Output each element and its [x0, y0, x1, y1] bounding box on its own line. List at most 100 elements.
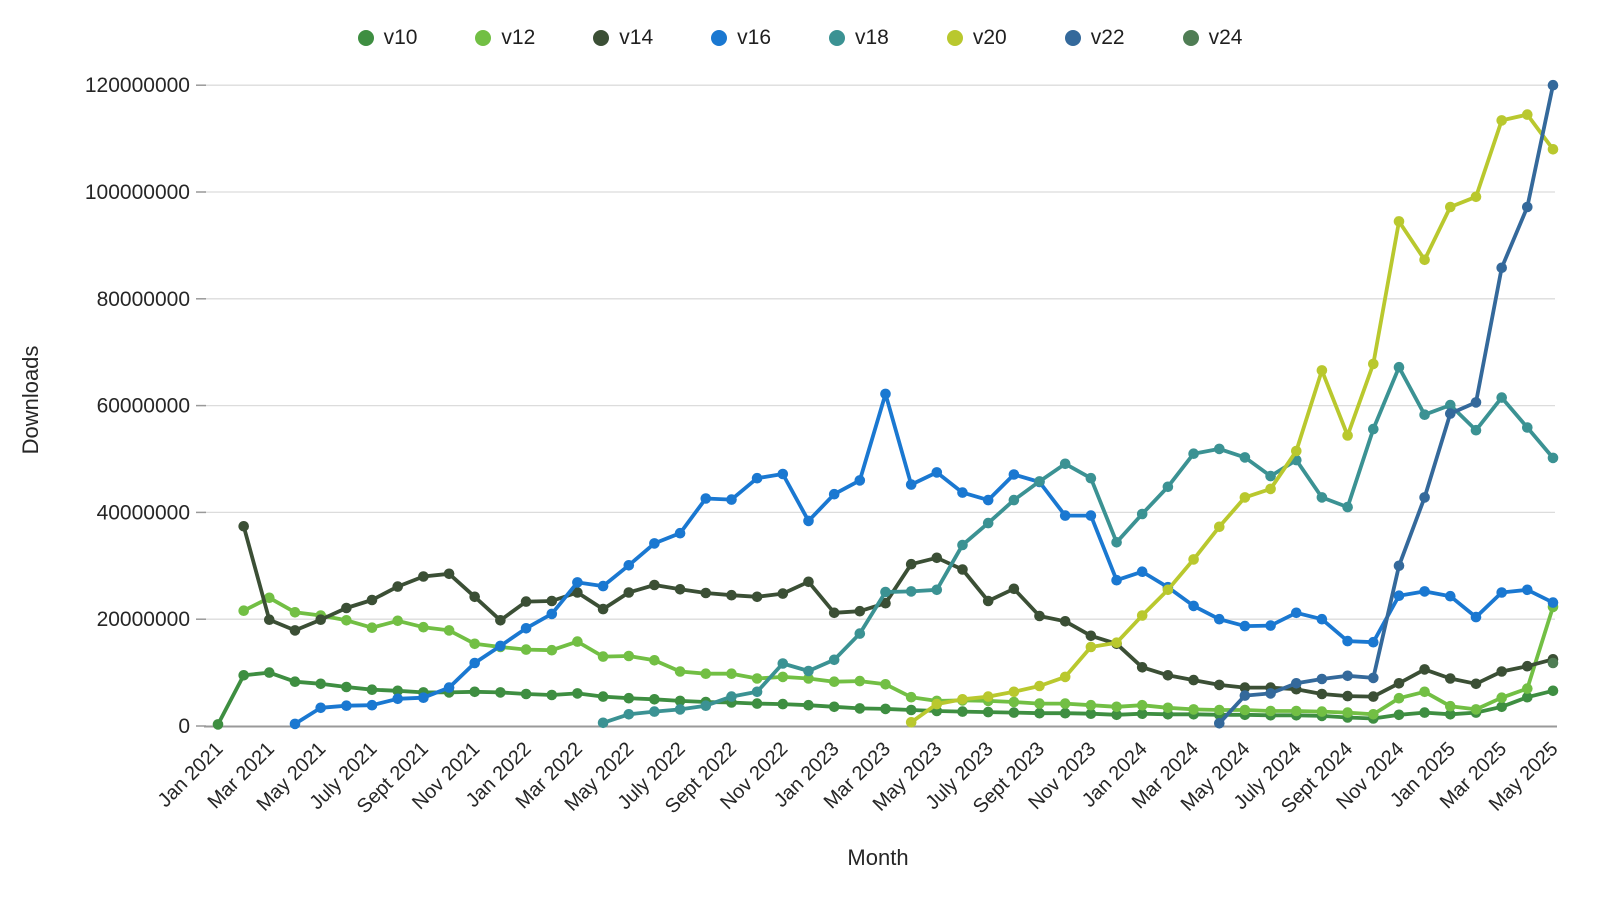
series-line-v16 [293, 392, 1555, 726]
series-point-v20 [1265, 483, 1276, 495]
series-point-v14 [1496, 666, 1507, 677]
series-point-v18 [674, 704, 686, 715]
series-point-v12 [1445, 700, 1456, 712]
series-point-v20 [905, 717, 917, 728]
series-point-v20 [1188, 554, 1199, 565]
series-point-v12 [469, 638, 481, 650]
series-point-v16 [1470, 611, 1482, 623]
series-point-v14 [238, 521, 249, 532]
series-point-v16 [880, 388, 891, 400]
series-point-v12 [341, 615, 352, 626]
series-point-v18 [880, 586, 891, 598]
series-point-v18 [1136, 508, 1148, 520]
y-tick-label: 60000000 [97, 395, 190, 418]
series-point-v12 [1085, 699, 1097, 711]
legend-label-v16: v16 [737, 26, 771, 49]
series-point-v16 [520, 623, 532, 634]
series-point-v12 [392, 615, 404, 627]
series-point-v16 [674, 527, 686, 539]
legend-item-v12[interactable]: v12 [475, 26, 535, 50]
series-point-v12 [1136, 699, 1148, 711]
series-point-v20 [1393, 216, 1405, 227]
series-point-v14 [957, 564, 968, 575]
series-point-v16 [931, 467, 943, 478]
series-point-v18 [1111, 537, 1122, 548]
series-point-v18 [1368, 423, 1379, 435]
series-point-v16 [341, 700, 352, 711]
series-point-v12 [418, 621, 429, 633]
legend-item-v22[interactable]: v22 [1064, 26, 1125, 50]
series-point-v14 [520, 596, 532, 607]
series-point-v14 [289, 625, 301, 636]
series-point-v12 [366, 622, 378, 633]
series-point-v12 [803, 673, 814, 684]
series-point-v16 [1547, 597, 1559, 608]
legend-item-v24[interactable]: v24 [1182, 26, 1242, 50]
series-point-v14 [597, 603, 609, 615]
series-point-v18 [1445, 399, 1456, 411]
series-point-v14 [443, 568, 455, 580]
series-point-v14 [1393, 678, 1405, 689]
series-point-v20 [1522, 109, 1533, 120]
series-point-v10 [828, 701, 840, 713]
series-point-v14 [495, 615, 506, 626]
legend-item-v16[interactable]: v16 [711, 26, 771, 50]
series-point-v10 [315, 678, 327, 690]
series-point-v14 [649, 579, 660, 591]
series-point-v14 [803, 576, 814, 588]
series-point-v16 [700, 493, 712, 504]
series-point-v10 [212, 719, 224, 730]
series-point-v16 [315, 702, 327, 714]
series-point-v18 [597, 717, 609, 729]
series-point-v10 [1034, 707, 1045, 719]
series-point-v18 [1342, 501, 1353, 513]
series-point-v14 [1316, 688, 1328, 700]
series-point-v12 [546, 644, 558, 656]
series-point-v10 [1111, 709, 1122, 721]
series-point-v14 [1445, 673, 1456, 684]
series-point-v22 [1393, 560, 1405, 572]
legend-label-v18: v18 [855, 26, 889, 49]
series-point-v12 [1059, 698, 1071, 709]
series-point-v16 [1214, 613, 1225, 625]
series-point-v10 [803, 699, 814, 711]
series-point-v18 [957, 539, 968, 551]
series-point-v14 [1368, 691, 1379, 702]
series-point-v18 [1496, 392, 1507, 403]
series-point-v18 [828, 654, 840, 666]
series-point-v20 [1445, 201, 1456, 213]
legend-item-v10[interactable]: v10 [357, 26, 417, 50]
series-point-v16 [828, 488, 840, 500]
series-point-v22 [1368, 672, 1379, 684]
legend-swatch-v18-icon [829, 30, 845, 46]
series-point-v10 [1008, 707, 1020, 718]
series-point-v14 [1008, 583, 1020, 595]
series-point-v12 [1291, 705, 1302, 717]
series-point-v18 [726, 691, 737, 702]
series-point-v10 [1522, 691, 1533, 703]
series-point-v18 [1188, 448, 1199, 460]
series-point-v20 [1136, 610, 1148, 621]
series-point-v10 [1547, 685, 1559, 697]
y-tick-label: 80000000 [97, 288, 190, 311]
legend-item-v14[interactable]: v14 [593, 26, 653, 50]
series-point-v22 [1470, 397, 1482, 408]
series-point-v12 [1265, 705, 1276, 717]
series-point-v12 [1214, 704, 1225, 716]
series-point-v22 [1291, 678, 1302, 689]
series-point-v10 [982, 706, 994, 718]
series-point-v12 [264, 592, 275, 604]
series-point-v22 [1265, 688, 1276, 699]
series-point-v10 [880, 703, 891, 715]
series-point-v16 [495, 640, 506, 652]
series-point-v20 [1162, 584, 1174, 596]
legend-item-v20[interactable]: v20 [946, 26, 1007, 50]
series-point-v20 [1547, 144, 1559, 155]
series-point-v14 [264, 614, 275, 625]
series-point-v10 [289, 676, 301, 687]
series-line-v18 [601, 365, 1555, 725]
legend-item-v18[interactable]: v18 [829, 26, 889, 50]
series-point-v14 [546, 595, 558, 607]
series-point-v16 [649, 538, 660, 549]
